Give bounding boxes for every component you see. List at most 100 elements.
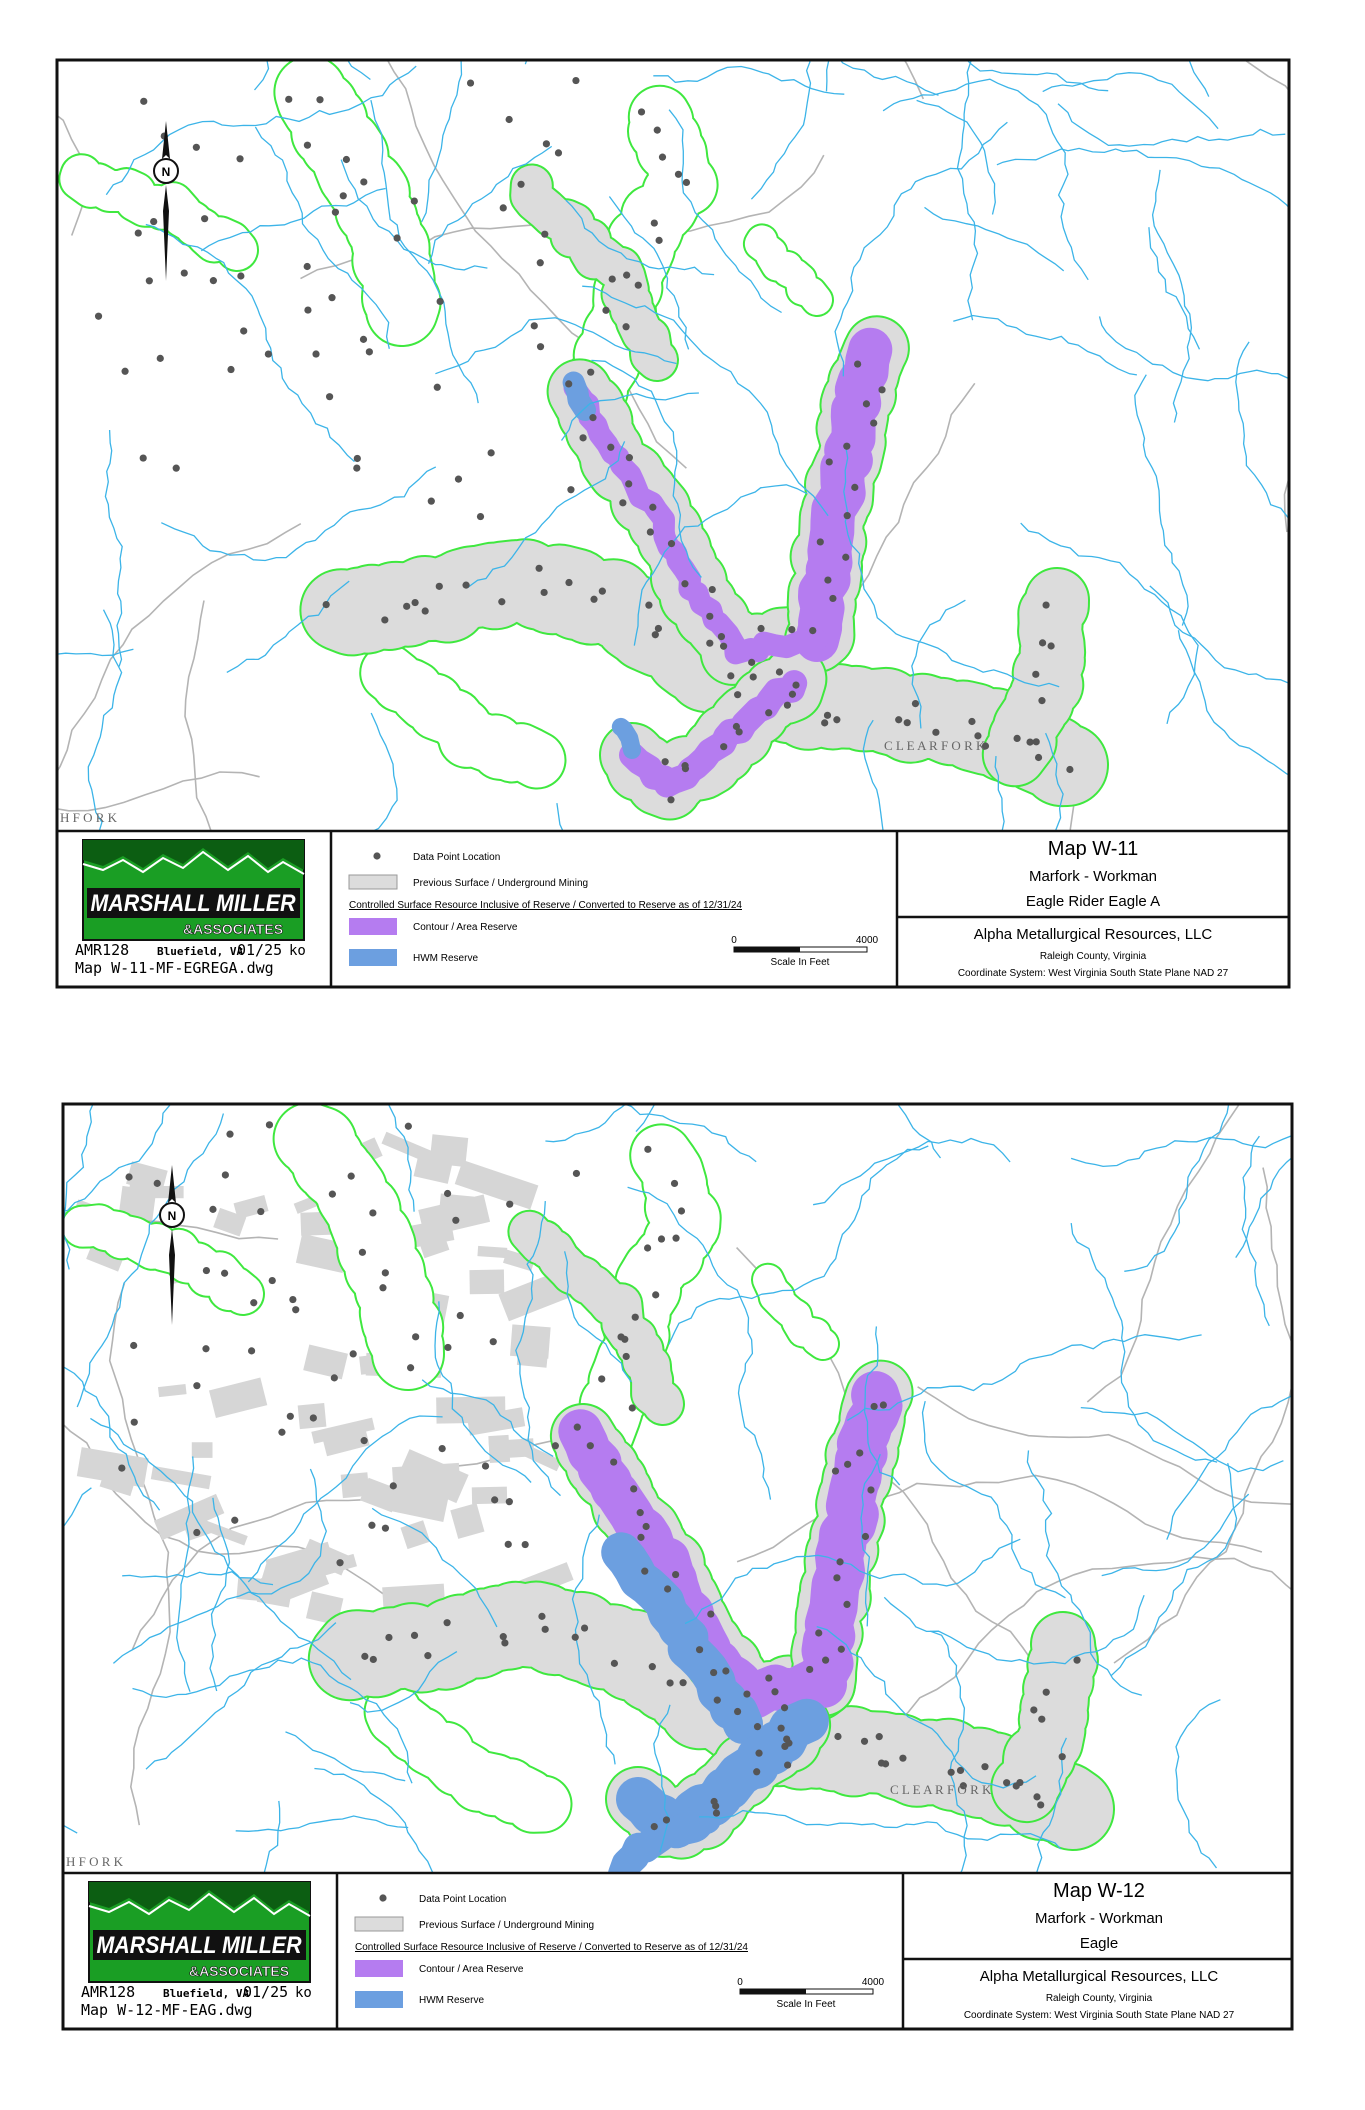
- data-point: [328, 294, 336, 302]
- data-point: [777, 1724, 785, 1732]
- stream: [122, 1570, 274, 1586]
- previous-mining: [477, 1245, 508, 1259]
- title-area: Marfork - Workman: [1035, 1910, 1163, 1927]
- data-point: [358, 1248, 367, 1256]
- contour-interior: [573, 1125, 720, 1464]
- north-arrow-ring: [153, 158, 179, 184]
- road: [386, 60, 687, 469]
- data-point: [628, 1404, 636, 1412]
- drawing-info: Bluefield, VA: [157, 945, 243, 958]
- data-point: [625, 454, 633, 462]
- data-point: [454, 475, 463, 483]
- previous-mining: [311, 1417, 375, 1444]
- data-point: [489, 1338, 497, 1346]
- legend-swatch-contour: [349, 918, 397, 935]
- data-point: [535, 564, 543, 572]
- legend-label: Data Point Location: [419, 1894, 506, 1905]
- data-point: [879, 1401, 887, 1409]
- data-point: [645, 601, 653, 609]
- stream: [132, 1657, 413, 1784]
- stream: [340, 159, 488, 271]
- data-point: [462, 581, 470, 589]
- data-point: [862, 400, 871, 408]
- map-label: C L E A R F O R K: [884, 738, 986, 753]
- stream: [582, 285, 829, 517]
- data-point: [1032, 738, 1040, 746]
- data-point: [134, 229, 142, 237]
- legend-swatch-hwm: [349, 949, 397, 966]
- data-point: [610, 1458, 618, 1466]
- stream: [862, 719, 884, 831]
- map-area: N C L E A R F O R K H F O R K: [63, 1104, 1292, 1873]
- stream: [816, 1625, 1037, 1789]
- data-point: [634, 281, 642, 289]
- data-point: [674, 170, 683, 178]
- data-point: [843, 442, 851, 450]
- data-point: [202, 1266, 211, 1275]
- previous-mining: [213, 1207, 247, 1237]
- stream: [370, 712, 398, 831]
- stream: [608, 196, 690, 350]
- data-point: [666, 1679, 674, 1687]
- data-point: [851, 483, 859, 491]
- stream: [145, 1622, 337, 1770]
- data-point: [651, 631, 659, 639]
- data-point: [816, 538, 824, 546]
- data-point: [670, 1179, 679, 1188]
- data-point: [427, 497, 435, 505]
- data-point: [664, 1585, 672, 1593]
- scale-end: 4000: [856, 935, 879, 946]
- stream: [90, 1417, 352, 1681]
- data-point: [681, 762, 689, 770]
- data-point: [870, 419, 878, 427]
- stream: [254, 126, 390, 349]
- previous-mining: [301, 540, 1107, 806]
- north-arrow-needle: [168, 1165, 176, 1325]
- stream: [843, 444, 1060, 688]
- stream: [314, 1767, 434, 1873]
- data-point: [757, 624, 765, 633]
- data-point: [843, 512, 851, 520]
- scale-bar-fill: [734, 947, 800, 952]
- data-point: [722, 1667, 730, 1675]
- stream: [668, 1145, 929, 1345]
- stream: [466, 441, 626, 589]
- data-point: [661, 758, 669, 766]
- data-point: [727, 672, 735, 680]
- data-point: [438, 1445, 446, 1453]
- data-point: [466, 79, 475, 87]
- stream: [956, 60, 979, 321]
- stream: [235, 1815, 409, 1832]
- data-point: [487, 449, 495, 457]
- data-point: [822, 1656, 830, 1664]
- data-point: [443, 1189, 452, 1198]
- data-point: [974, 732, 982, 740]
- stream: [883, 1594, 1145, 1665]
- stream: [63, 1365, 161, 1511]
- contour-interior: [566, 86, 717, 420]
- data-point: [1032, 670, 1040, 678]
- stream: [863, 1326, 901, 1486]
- data-point: [792, 681, 800, 689]
- data-point: [1038, 697, 1046, 705]
- stream: [699, 1809, 1062, 1850]
- previous-mining: [99, 1459, 139, 1497]
- data-point: [1034, 753, 1043, 762]
- stream: [1026, 1450, 1142, 1696]
- stream: [421, 60, 463, 223]
- stream: [200, 187, 386, 252]
- stream: [591, 359, 702, 578]
- data-point: [140, 97, 148, 105]
- data-point: [150, 217, 158, 226]
- legend-swatch-contour: [355, 1960, 403, 1977]
- data-point: [303, 262, 311, 271]
- stream: [1149, 585, 1289, 684]
- data-point: [1037, 1801, 1045, 1809]
- data-point: [498, 598, 506, 606]
- scale-end: 4000: [862, 1977, 885, 1988]
- data-point: [381, 1524, 390, 1532]
- data-point: [765, 1674, 773, 1682]
- data-point: [264, 350, 272, 358]
- data-point: [481, 1462, 490, 1470]
- previous-mining: [511, 165, 677, 380]
